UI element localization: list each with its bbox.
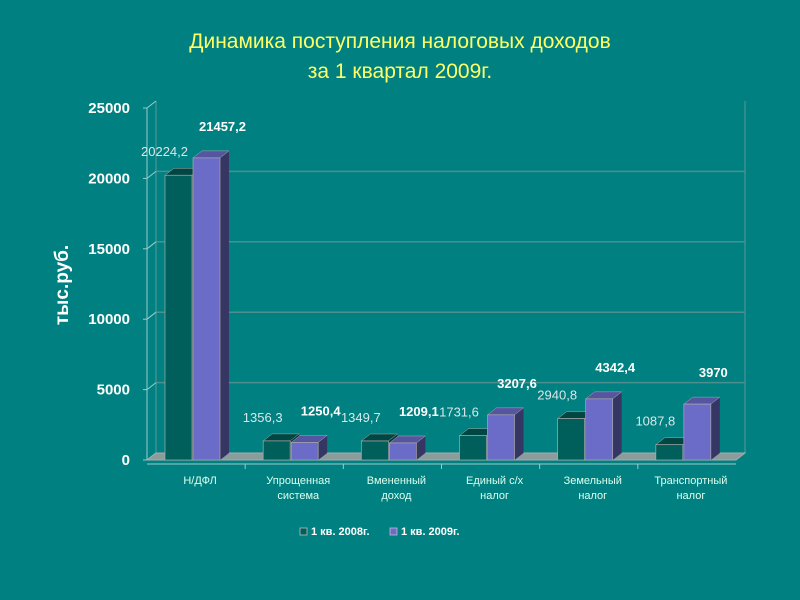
bar-2009: [683, 403, 712, 461]
x-category-label: Единый с/х: [466, 475, 524, 487]
x-category-label: доход: [381, 490, 412, 502]
data-label: 1087,8: [635, 414, 675, 429]
y-tick-diagonal: [146, 100, 157, 109]
data-label: 21457,2: [199, 119, 246, 134]
bar-2008: [262, 440, 291, 461]
bar-2008: [459, 435, 487, 461]
data-label: 3970: [699, 365, 728, 380]
data-label: 4342,4: [595, 360, 636, 375]
x-category-label: Упрощенная: [266, 475, 330, 487]
x-category-label: Транспортный: [654, 475, 727, 487]
x-category-label: Вмененный: [367, 475, 426, 487]
chart-title-line-1: Динамика поступления налоговых доходов: [189, 30, 610, 53]
data-label: 1250,4: [301, 403, 342, 418]
data-label: 2940,8: [537, 388, 577, 403]
bar-2008: [360, 440, 389, 461]
x-category-label: налог: [578, 490, 607, 502]
y-tick-diagonal: [146, 241, 157, 250]
bar-side: [514, 407, 524, 460]
data-label: 3207,6: [497, 376, 537, 391]
chart-floor: [145, 452, 747, 461]
bar-side: [612, 391, 622, 460]
y-tick-label: 15000: [88, 241, 130, 258]
bar-2009: [192, 157, 221, 461]
x-category-label: Н/ДФЛ: [183, 475, 216, 487]
bar-2008: [655, 444, 684, 461]
data-label: 20224,2: [141, 144, 188, 159]
y-tick-diagonal: [146, 311, 157, 320]
bar-2008: [557, 418, 586, 461]
legend-label: 1 кв. 2009г.: [401, 526, 460, 538]
chart-title-line-2: за 1 квартал 2009г.: [308, 60, 492, 83]
y-tick-label: 25000: [88, 100, 130, 117]
bar-side: [220, 150, 229, 460]
y-tick-label: 20000: [88, 170, 130, 187]
bar-side: [416, 435, 426, 460]
y-axis-label: тыс.руб.: [52, 245, 73, 325]
x-category-label: налог: [480, 490, 509, 502]
bar-side: [710, 397, 720, 460]
x-category-label: налог: [676, 490, 705, 502]
y-tick-label: 10000: [88, 311, 130, 328]
bar-2008: [164, 174, 193, 461]
legend-label: 1 кв. 2008г.: [311, 526, 370, 538]
y-tick-label: 5000: [97, 382, 130, 399]
bar-2009: [290, 442, 319, 461]
bar-2009: [388, 442, 417, 461]
y-tick-diagonal: [146, 171, 157, 179]
data-label: 1209,1: [399, 404, 439, 419]
bar-side: [318, 435, 328, 460]
bar-2009: [487, 414, 515, 461]
legend-swatch: [299, 527, 308, 536]
bar-2009: [585, 398, 614, 461]
data-label: 1349,7: [341, 410, 381, 425]
x-category-label: Земельный: [564, 475, 622, 487]
y-tick-diagonal: [146, 382, 157, 390]
data-label: 1356,3: [243, 410, 283, 425]
legend-swatch: [389, 527, 398, 536]
y-tick-label: 0: [122, 452, 130, 469]
x-category-label: система: [277, 490, 320, 502]
data-label: 1731,6: [439, 405, 479, 420]
